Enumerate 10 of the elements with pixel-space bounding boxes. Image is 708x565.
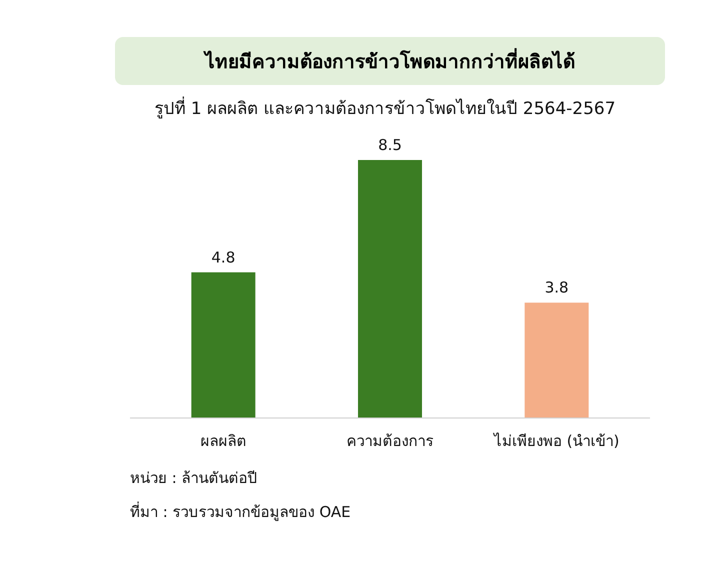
x-tick-label: ไม่เพียงพอ (นำเข้า) xyxy=(492,432,620,450)
text: ที่มา : รวบรวมจากข้อมูลของ OAE xyxy=(130,501,351,521)
text: หน่วย : ล้านตันต่อปี xyxy=(130,469,258,487)
chart-title: ไทยมีความต้องการข้าวโพดมากกว่าที่ผลิตได้ xyxy=(203,48,575,73)
x-tick-label: ความต้องการ xyxy=(346,432,434,450)
x-tick-label: ผลผลิต xyxy=(200,432,246,450)
data-label: 8.5 xyxy=(378,136,402,154)
data-label: 4.8 xyxy=(211,248,236,266)
data-label: 3.8 xyxy=(544,278,569,297)
chart-subtitle: รูปที่ 1 ผลผลิต และความต้องการข้าวโพดไทยในปี 2564-2567 xyxy=(154,96,616,119)
